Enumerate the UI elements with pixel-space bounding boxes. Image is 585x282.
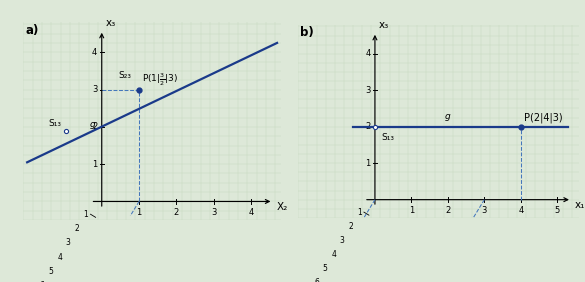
Text: 2: 2 [174,208,179,217]
Text: 3: 3 [365,86,370,95]
Text: 5: 5 [49,267,53,276]
Text: g: g [445,112,450,121]
Text: x₃: x₃ [378,21,389,30]
Text: 4: 4 [365,49,370,58]
Text: 2: 2 [445,206,450,215]
Text: 3: 3 [340,236,345,245]
Text: 1: 1 [92,160,97,169]
Text: 1: 1 [365,159,370,168]
Text: P(1$\vert\frac{3}{2}\vert$3): P(1$\vert\frac{3}{2}\vert$3) [142,71,178,88]
Text: 3: 3 [481,206,487,215]
Text: x₁: x₁ [575,200,585,210]
Text: 2: 2 [75,224,80,233]
Text: a): a) [25,24,39,37]
Text: 1: 1 [357,208,362,217]
Text: 3: 3 [211,208,216,217]
Text: S₁₃: S₁₃ [381,133,394,142]
Text: P(2|4|3): P(2|4|3) [524,113,563,123]
Text: 2: 2 [365,122,370,131]
Text: 4: 4 [248,208,253,217]
Text: g: g [90,120,95,129]
Text: 4: 4 [57,253,62,262]
Text: 1: 1 [84,210,88,219]
Text: 4: 4 [331,250,336,259]
Text: 1: 1 [409,206,414,215]
Text: 6: 6 [314,277,319,282]
Text: S₁₃: S₁₃ [49,119,62,127]
Text: 6: 6 [40,281,44,282]
Text: 5: 5 [555,206,560,215]
Text: x₃: x₃ [105,18,116,28]
Text: 4: 4 [92,48,97,57]
Text: 1: 1 [136,208,142,217]
Text: 4: 4 [518,206,524,215]
Text: 2: 2 [92,122,97,131]
Text: S₂₃: S₂₃ [119,71,132,80]
Text: 3: 3 [92,85,97,94]
Text: 5: 5 [323,264,328,273]
Text: 3: 3 [66,238,71,247]
Text: b): b) [300,27,314,39]
Text: X₂: X₂ [276,202,288,212]
Text: 2: 2 [349,222,353,231]
